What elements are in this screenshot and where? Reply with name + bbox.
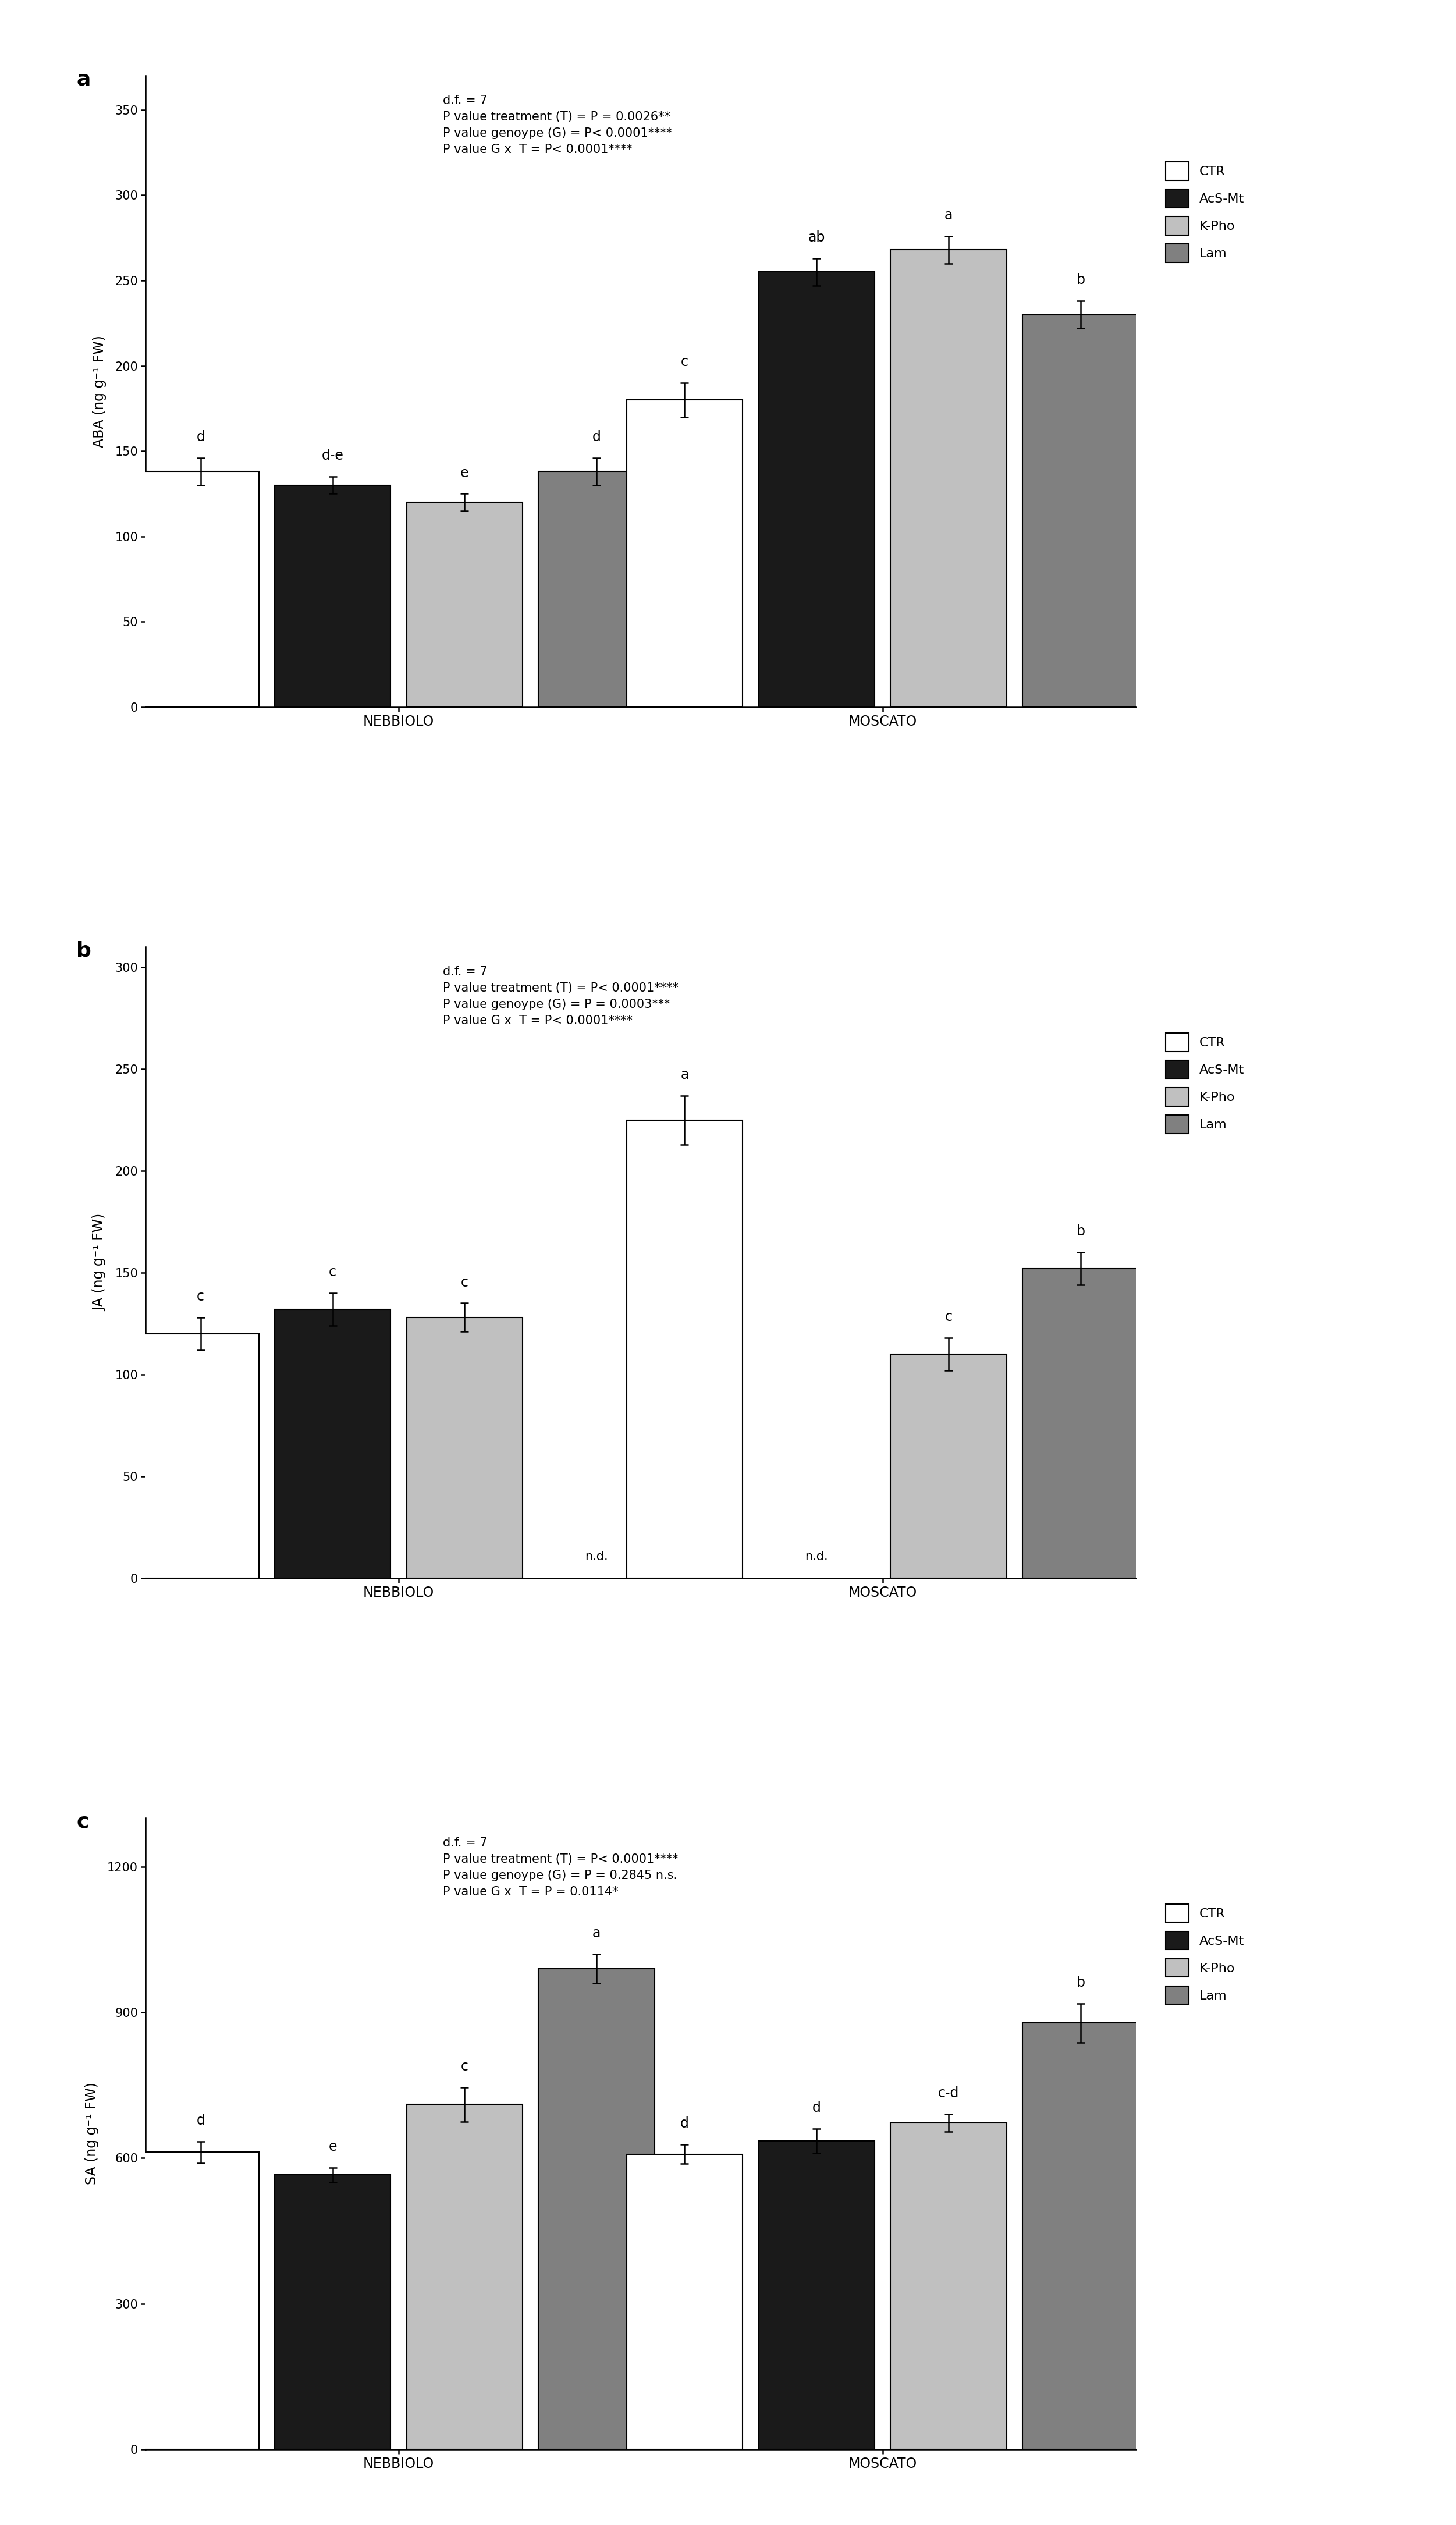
Text: b: b bbox=[1076, 1225, 1085, 1237]
Y-axis label: JA (ng g⁻¹ FW): JA (ng g⁻¹ FW) bbox=[93, 1215, 106, 1310]
Text: c-d: c-d bbox=[938, 2086, 960, 2101]
Bar bbox=[626, 2154, 743, 2449]
Text: a: a bbox=[945, 207, 952, 222]
Text: b: b bbox=[1076, 273, 1085, 288]
Text: d: d bbox=[197, 2113, 205, 2129]
Bar bbox=[406, 502, 523, 707]
Y-axis label: SA (ng g⁻¹ FW): SA (ng g⁻¹ FW) bbox=[84, 2083, 99, 2184]
Bar bbox=[275, 1310, 390, 1578]
Text: a: a bbox=[593, 1927, 601, 1939]
Bar bbox=[539, 1970, 655, 2449]
Bar bbox=[759, 273, 875, 707]
Text: d: d bbox=[593, 429, 601, 444]
Text: c: c bbox=[329, 1265, 336, 1280]
Y-axis label: ABA (ng g⁻¹ FW): ABA (ng g⁻¹ FW) bbox=[93, 336, 106, 447]
Text: d.f. = 7
P value treatment (T) = P< 0.0001****
P value genoype (G) = P = 0.0003*: d.f. = 7 P value treatment (T) = P< 0.00… bbox=[443, 967, 678, 1025]
Bar bbox=[406, 1318, 523, 1578]
Text: a: a bbox=[76, 71, 90, 88]
Bar bbox=[539, 472, 655, 707]
Text: d.f. = 7
P value treatment (T) = P = 0.0026**
P value genoype (G) = P< 0.0001***: d.f. = 7 P value treatment (T) = P = 0.0… bbox=[443, 93, 673, 154]
Text: c: c bbox=[462, 2060, 469, 2073]
Text: e: e bbox=[460, 467, 469, 480]
Text: d.f. = 7
P value treatment (T) = P< 0.0001****
P value genoype (G) = P = 0.2845 : d.f. = 7 P value treatment (T) = P< 0.00… bbox=[443, 1838, 678, 1896]
Text: c: c bbox=[681, 356, 689, 369]
Text: d: d bbox=[812, 2101, 821, 2116]
Legend: CTR, AcS-Mt, K-Pho, Lam: CTR, AcS-Mt, K-Pho, Lam bbox=[1162, 159, 1248, 265]
Bar bbox=[143, 2151, 259, 2449]
Bar bbox=[275, 2174, 390, 2449]
Text: a: a bbox=[680, 1068, 689, 1081]
Text: d: d bbox=[197, 429, 205, 444]
Bar bbox=[626, 1121, 743, 1578]
Text: b: b bbox=[1076, 1975, 1085, 1990]
Bar bbox=[626, 399, 743, 707]
Bar bbox=[759, 2141, 875, 2449]
Bar bbox=[1022, 316, 1139, 707]
Bar bbox=[1022, 1268, 1139, 1578]
Text: e: e bbox=[329, 2139, 336, 2154]
Bar bbox=[406, 2103, 523, 2449]
Bar bbox=[891, 1353, 1006, 1578]
Bar bbox=[891, 250, 1006, 707]
Bar bbox=[891, 2124, 1006, 2449]
Bar bbox=[143, 472, 259, 707]
Text: n.d.: n.d. bbox=[805, 1550, 828, 1563]
Text: c: c bbox=[945, 1310, 952, 1323]
Bar bbox=[275, 485, 390, 707]
Text: d: d bbox=[680, 2116, 689, 2131]
Text: d-e: d-e bbox=[322, 449, 344, 462]
Bar bbox=[143, 1333, 259, 1578]
Legend: CTR, AcS-Mt, K-Pho, Lam: CTR, AcS-Mt, K-Pho, Lam bbox=[1162, 1901, 1248, 2007]
Bar bbox=[1022, 2023, 1139, 2449]
Legend: CTR, AcS-Mt, K-Pho, Lam: CTR, AcS-Mt, K-Pho, Lam bbox=[1162, 1030, 1248, 1136]
Text: ab: ab bbox=[808, 230, 826, 245]
Text: c: c bbox=[197, 1290, 204, 1303]
Text: c: c bbox=[76, 1813, 89, 1831]
Text: b: b bbox=[76, 942, 92, 960]
Text: n.d.: n.d. bbox=[585, 1550, 609, 1563]
Text: c: c bbox=[462, 1275, 469, 1290]
